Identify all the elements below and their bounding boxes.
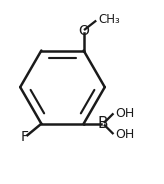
Text: OH: OH: [115, 107, 134, 120]
Text: CH₃: CH₃: [98, 13, 120, 26]
Text: O: O: [78, 24, 89, 38]
Text: OH: OH: [115, 128, 134, 141]
Text: B: B: [98, 116, 108, 131]
Text: F: F: [21, 130, 29, 144]
